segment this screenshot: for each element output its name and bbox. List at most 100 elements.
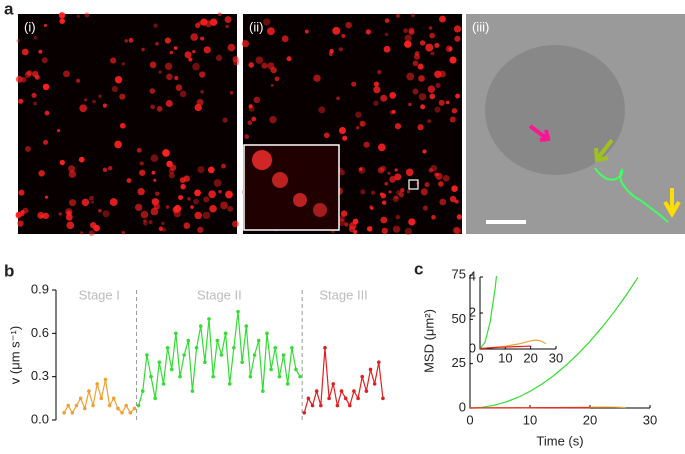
spot <box>384 18 390 23</box>
spot <box>370 206 374 210</box>
spot <box>395 214 401 220</box>
spot <box>137 187 145 196</box>
spot <box>313 74 321 82</box>
spot <box>232 56 239 63</box>
point <box>194 345 199 350</box>
spot <box>380 94 388 102</box>
spot <box>202 211 211 220</box>
spot <box>37 211 45 219</box>
spot <box>162 149 170 157</box>
spot <box>109 198 118 206</box>
spot <box>439 198 447 206</box>
spot <box>18 189 25 196</box>
spot <box>293 193 307 207</box>
spot <box>156 105 163 112</box>
spot <box>68 165 76 173</box>
spot <box>425 43 434 52</box>
spot <box>456 214 463 220</box>
spot <box>43 139 49 145</box>
point <box>103 377 108 382</box>
roi <box>408 179 419 190</box>
spot <box>408 102 412 107</box>
spot <box>150 207 159 216</box>
spot <box>438 15 446 23</box>
spot <box>174 75 179 81</box>
spot <box>313 203 327 217</box>
spot <box>377 69 382 75</box>
spot <box>68 170 77 178</box>
point <box>149 374 153 379</box>
spot <box>373 81 380 87</box>
spot <box>272 172 288 188</box>
point <box>182 353 186 357</box>
spot <box>59 18 65 24</box>
spot <box>360 189 366 195</box>
point <box>273 345 278 350</box>
spot <box>420 104 426 110</box>
spot <box>396 190 402 196</box>
spot <box>200 89 204 94</box>
point <box>95 382 99 386</box>
spot <box>213 179 222 187</box>
spot <box>18 98 24 104</box>
spot <box>414 51 420 56</box>
spot <box>31 92 37 98</box>
spot <box>338 47 343 52</box>
spot <box>128 37 134 43</box>
x-tick-label: 20 <box>583 412 597 427</box>
point <box>381 396 385 401</box>
point <box>124 403 128 408</box>
spot <box>451 108 458 114</box>
spot <box>188 57 193 62</box>
spot <box>193 198 199 205</box>
spot <box>442 175 450 182</box>
series-line <box>469 276 639 409</box>
spot <box>363 141 370 148</box>
spot <box>323 132 330 139</box>
spot <box>121 230 125 235</box>
spot <box>92 99 96 104</box>
spot <box>412 60 419 67</box>
spot <box>22 207 29 214</box>
spot <box>153 23 158 28</box>
point <box>203 360 207 365</box>
spot <box>417 63 424 70</box>
spot <box>98 208 102 213</box>
spot <box>394 173 402 181</box>
spot <box>420 188 428 196</box>
point <box>339 389 344 393</box>
image-i <box>18 14 237 234</box>
spot <box>417 124 424 131</box>
spot <box>336 96 340 101</box>
spot <box>139 161 144 166</box>
spot <box>183 222 191 229</box>
spot <box>164 62 173 71</box>
spot <box>76 14 81 18</box>
spot <box>422 149 427 154</box>
spot <box>418 93 427 101</box>
y-tick-label: 50 <box>452 311 466 326</box>
spot <box>43 23 47 27</box>
spot <box>274 76 280 82</box>
point <box>302 410 307 415</box>
x-tick-label: 0 <box>476 350 483 365</box>
spot <box>155 42 159 46</box>
point <box>364 389 369 393</box>
point <box>376 360 381 365</box>
spot <box>389 92 397 99</box>
point <box>285 382 290 386</box>
spot <box>388 190 392 194</box>
spot <box>225 24 229 29</box>
stage-label: Stage II <box>197 287 242 302</box>
spot <box>207 166 215 174</box>
spot <box>208 190 216 199</box>
point <box>132 406 137 411</box>
spot <box>15 75 23 83</box>
spot <box>187 197 191 201</box>
spot <box>241 39 250 48</box>
spot <box>149 88 156 94</box>
point <box>62 410 66 415</box>
spot <box>404 227 413 236</box>
spot <box>392 225 401 233</box>
